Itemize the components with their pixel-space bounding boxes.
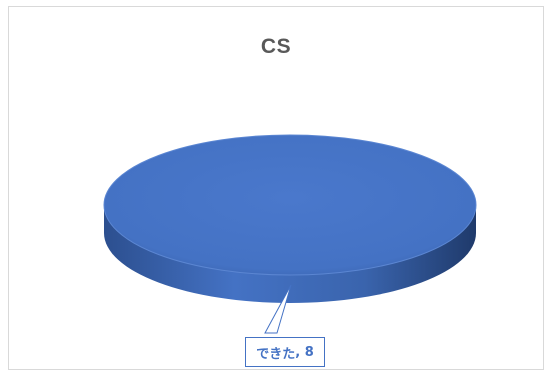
pie-slice-できた bbox=[103, 134, 477, 276]
data-label: できた, 8 bbox=[245, 337, 325, 367]
chart-title: CS bbox=[260, 35, 292, 58]
data-label-pointer bbox=[264, 284, 292, 334]
chart-area: CS できた, 8 bbox=[8, 6, 544, 370]
data-label-category: できた bbox=[256, 346, 296, 362]
pie-chart bbox=[103, 134, 477, 334]
data-label-separator: , bbox=[295, 344, 305, 360]
data-label-value: 8 bbox=[304, 344, 314, 360]
pie-slice-side bbox=[104, 205, 476, 303]
